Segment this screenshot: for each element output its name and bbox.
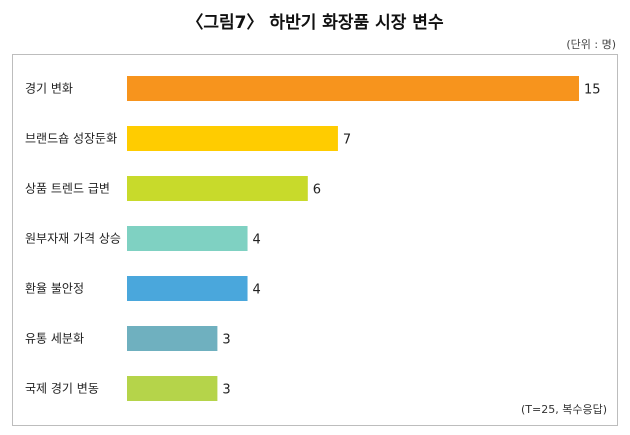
category-label: 원부자재 가격 상승 (25, 232, 121, 246)
category-label: 환율 불안정 (25, 282, 84, 296)
category-label: 브랜드숍 성장둔화 (25, 132, 117, 146)
value-label: 3 (222, 333, 230, 348)
value-label: 15 (584, 83, 601, 98)
bar (127, 76, 579, 101)
bar (127, 276, 248, 301)
category-label: 상품 트렌드 급변 (25, 182, 110, 196)
category-label: 국제 경기 변동 (25, 382, 99, 396)
bar (127, 326, 218, 351)
value-label: 3 (222, 383, 230, 398)
value-label: 4 (253, 233, 261, 248)
value-label: 6 (313, 183, 321, 198)
value-label: 7 (343, 133, 351, 148)
value-label: 4 (253, 283, 261, 298)
bar (127, 226, 248, 251)
chart-title: 〈그림7〉 하반기 화장품 시장 변수 (186, 13, 444, 33)
bar (127, 376, 218, 401)
category-label: 경기 변화 (25, 82, 73, 96)
bar (127, 126, 338, 151)
unit-note: (단위 : 명) (566, 38, 616, 51)
footnote: (T=25, 복수응답) (521, 403, 607, 416)
category-label: 유통 세분화 (25, 332, 84, 346)
chart-frame: (T=25, 복수응답) (12, 54, 618, 426)
bar (127, 176, 308, 201)
